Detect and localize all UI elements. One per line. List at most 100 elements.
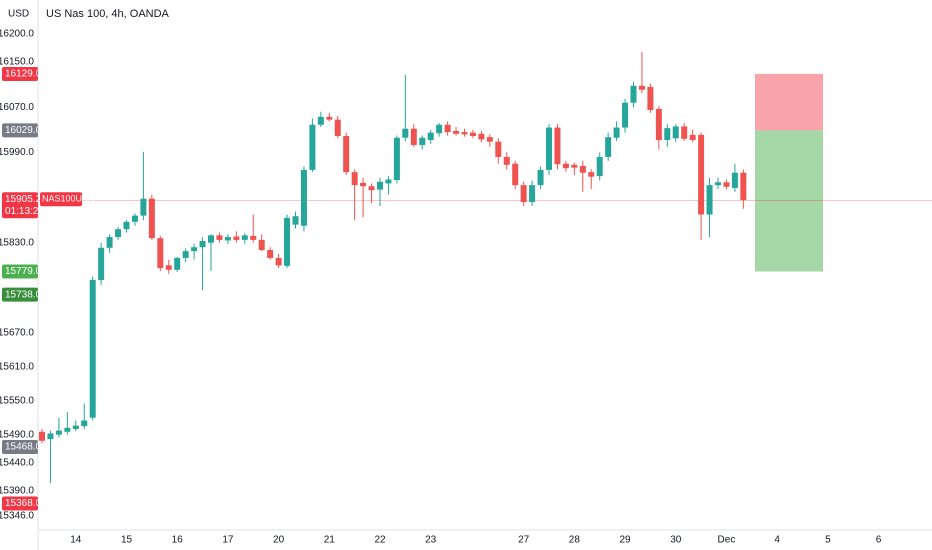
current-price-text: 15905.2	[5, 194, 42, 205]
candle-body	[723, 182, 730, 187]
candle-body	[393, 137, 400, 181]
y-tick-label: 15440.0	[0, 457, 34, 468]
candle-body	[241, 235, 248, 240]
candle-body	[410, 128, 417, 146]
y-tick-label: 16200.0	[0, 29, 34, 40]
price-badge-text: 15468.0	[5, 442, 42, 453]
price-badge-text: 15738.0	[5, 289, 42, 300]
y-tick-label: 15610.0	[0, 362, 34, 373]
candle-body	[613, 127, 620, 138]
candle-body	[165, 265, 172, 270]
candle-body	[131, 215, 138, 222]
candle-body	[529, 185, 536, 203]
candle-body	[258, 239, 265, 251]
symbol-badge	[40, 192, 82, 207]
candle-body	[292, 216, 299, 225]
candle-body	[664, 128, 671, 140]
target-zone	[755, 130, 823, 272]
current-price-badge	[2, 192, 38, 219]
y-tick-label: 15670.0	[0, 328, 34, 339]
candle-body	[233, 236, 240, 240]
candle-body	[672, 126, 679, 139]
candle-body	[174, 257, 181, 270]
candle-body	[250, 235, 257, 240]
x-tick-label: 21	[324, 535, 336, 546]
candle-body	[486, 137, 493, 142]
candle-body	[537, 169, 544, 186]
candle-body	[444, 124, 451, 133]
y-tick-label: 15550.0	[0, 395, 34, 406]
candle-body	[208, 235, 214, 243]
candle-body	[326, 116, 333, 120]
candle-body	[461, 132, 468, 135]
candle-body	[453, 130, 460, 134]
x-tick-label: 6	[876, 535, 882, 546]
candle-body	[216, 235, 223, 240]
candle-body	[622, 102, 629, 128]
chart-title: US Nas 100, 4h, OANDA	[46, 8, 170, 20]
price-badge-text: 16029.0	[5, 125, 42, 136]
candle-body	[284, 217, 291, 266]
candle-body	[402, 128, 409, 138]
candle-body	[571, 164, 578, 168]
candle-body	[317, 116, 324, 125]
y-tick-label: 15346.0	[0, 511, 34, 522]
candle-body	[512, 163, 519, 186]
candle-body	[385, 179, 392, 184]
stop-zone	[755, 73, 823, 131]
candle-body	[647, 86, 654, 111]
candle-body	[698, 134, 705, 215]
candle-body	[655, 108, 662, 140]
y-tick-label: 15390.0	[0, 486, 34, 497]
x-tick-label: 20	[273, 535, 285, 546]
candle-body	[689, 134, 696, 140]
candle-body	[478, 133, 485, 140]
price-badge	[2, 66, 38, 81]
candle-body	[343, 136, 350, 173]
symbol-text: NAS100USD	[42, 194, 95, 204]
x-tick-label: 4	[774, 535, 780, 546]
candle-body	[199, 241, 206, 248]
candle-body	[300, 169, 307, 226]
candle-body	[681, 126, 688, 139]
candle-body	[64, 427, 71, 432]
candle-body	[503, 156, 510, 165]
candle-body	[368, 186, 375, 191]
x-tick-label: Dec	[718, 535, 736, 546]
candle-body	[309, 124, 316, 170]
x-tick-label: 28	[569, 535, 581, 546]
candle-body	[140, 198, 147, 216]
x-tick-label: 22	[374, 535, 386, 546]
candle-body	[715, 182, 721, 186]
candle-body	[106, 237, 113, 248]
candle-body	[605, 137, 612, 157]
candle-body	[39, 431, 45, 441]
x-tick-label: 17	[222, 535, 234, 546]
candle-body	[81, 420, 88, 427]
x-tick-label: 5	[825, 535, 831, 546]
y-tick-label: 15990.0	[0, 147, 34, 158]
candle-body	[115, 229, 122, 238]
price-badge	[2, 496, 38, 511]
x-tick-label: 16	[172, 535, 184, 546]
candle-body	[351, 172, 358, 186]
candle-body	[579, 165, 586, 173]
y-tick-label: 16070.0	[0, 102, 34, 113]
candle-body	[436, 124, 443, 134]
candle-body	[360, 182, 367, 187]
price-badge	[2, 123, 38, 138]
candle-body	[554, 127, 561, 165]
candle-body	[275, 257, 282, 266]
candle-body	[148, 198, 155, 239]
candle-body	[123, 221, 130, 230]
candle-body	[546, 127, 552, 170]
price-badge	[2, 264, 38, 279]
candle-body	[562, 163, 569, 169]
price-badge-text: 15368.0	[5, 498, 42, 509]
candle-body	[89, 279, 96, 418]
candle-body	[596, 156, 603, 177]
x-tick-label: 29	[619, 535, 631, 546]
price-badge	[2, 287, 38, 302]
candle-body	[377, 181, 383, 190]
